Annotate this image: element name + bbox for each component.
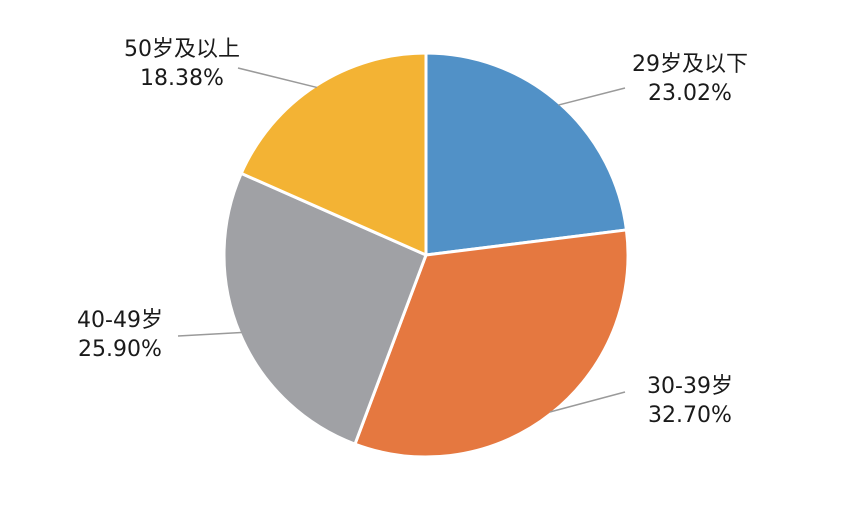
leader-line-2 [177,331,242,337]
pie-slice-1 [353,228,630,459]
slice-percent-label: 25.90% [78,337,162,362]
slice-category-label: 30-39岁 [647,374,733,399]
slice-percent-label: 18.38% [140,66,224,91]
leader-line-0 [558,87,626,106]
slice-label-2: 40-49岁 25.90% [77,308,163,362]
pie-slice-3 [239,51,428,257]
leader-line-3 [237,67,318,89]
slice-label-0: 29岁及以下 23.02% [632,52,748,106]
slice-label-3: 50岁及以上 18.38% [124,37,240,91]
leader-line-1 [549,391,626,413]
slice-category-label: 50岁及以上 [124,37,240,62]
slice-category-label: 29岁及以下 [632,52,748,77]
slice-category-label: 40-49岁 [77,308,163,333]
leader-lines [177,67,626,413]
slice-percent-label: 23.02% [648,81,732,106]
pie-slice-0 [424,51,628,257]
slice-percent-label: 32.70% [648,403,732,428]
pie-slices [222,51,630,459]
slice-label-1: 30-39岁 32.70% [647,374,733,428]
